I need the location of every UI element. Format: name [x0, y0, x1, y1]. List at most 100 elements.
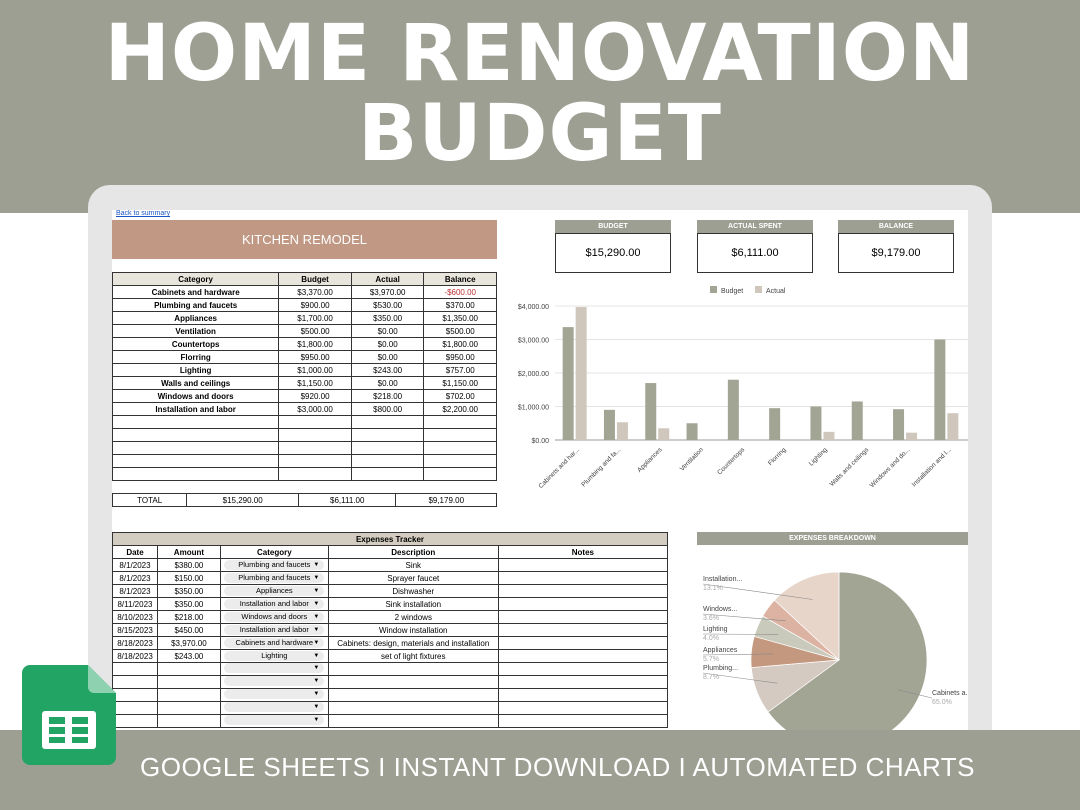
- table-cell[interactable]: [112, 441, 280, 455]
- table-cell[interactable]: Lighting ▼: [219, 649, 329, 663]
- table-cell[interactable]: $950.00: [278, 350, 352, 364]
- table-cell[interactable]: $350.00: [350, 311, 425, 325]
- table-cell[interactable]: $3,970.00: [156, 636, 221, 650]
- table-cell[interactable]: [423, 454, 497, 468]
- table-cell[interactable]: $243.00: [156, 649, 221, 663]
- table-cell[interactable]: $900.00: [278, 298, 352, 312]
- table-cell[interactable]: 8/1/2023: [112, 584, 158, 598]
- table-cell[interactable]: [497, 701, 669, 715]
- table-cell[interactable]: [156, 701, 221, 715]
- table-cell[interactable]: [112, 454, 280, 468]
- category-dropdown[interactable]: Plumbing and faucets ▼: [224, 560, 325, 570]
- table-cell[interactable]: [350, 441, 425, 455]
- table-cell[interactable]: [423, 428, 497, 442]
- table-cell[interactable]: [156, 675, 221, 689]
- table-cell[interactable]: Cabinets and hardware ▼: [219, 636, 329, 650]
- table-cell[interactable]: $218.00: [350, 389, 425, 403]
- table-cell[interactable]: $1,150.00: [423, 376, 497, 390]
- category-dropdown[interactable]: Installation and labor ▼: [224, 625, 325, 635]
- table-cell[interactable]: $3,370.00: [278, 285, 352, 299]
- table-cell[interactable]: [112, 675, 158, 689]
- table-cell[interactable]: ▼: [219, 675, 329, 689]
- table-cell[interactable]: Appliances ▼: [219, 584, 329, 598]
- table-cell[interactable]: [278, 441, 352, 455]
- table-cell[interactable]: ▼: [219, 662, 329, 676]
- table-cell[interactable]: $500.00: [278, 324, 352, 338]
- table-cell[interactable]: [112, 701, 158, 715]
- table-cell[interactable]: $1,800.00: [423, 337, 497, 351]
- table-cell[interactable]: [156, 688, 221, 702]
- table-cell[interactable]: $150.00: [156, 571, 221, 585]
- table-cell[interactable]: -$600.00: [423, 285, 497, 299]
- table-cell[interactable]: 8/18/2023: [112, 649, 158, 663]
- table-cell[interactable]: $3,970.00: [350, 285, 425, 299]
- table-cell[interactable]: Plumbing and faucets ▼: [219, 558, 329, 572]
- table-cell[interactable]: [112, 467, 280, 481]
- table-cell[interactable]: Cabinets and hardware: [112, 285, 280, 299]
- table-cell[interactable]: ▼: [219, 688, 329, 702]
- table-cell[interactable]: [497, 688, 669, 702]
- table-cell[interactable]: [112, 428, 280, 442]
- table-cell[interactable]: $500.00: [423, 324, 497, 338]
- table-cell[interactable]: [112, 714, 158, 728]
- table-cell[interactable]: [497, 584, 669, 598]
- table-cell[interactable]: [497, 610, 669, 624]
- table-cell[interactable]: [497, 623, 669, 637]
- table-cell[interactable]: $243.00: [350, 363, 425, 377]
- table-cell[interactable]: 2 windows: [327, 610, 499, 624]
- table-cell[interactable]: [112, 688, 158, 702]
- table-cell[interactable]: [156, 662, 221, 676]
- category-dropdown[interactable]: ▼: [224, 663, 325, 673]
- table-cell[interactable]: Cabinets: design, materials and installa…: [327, 636, 499, 650]
- table-cell[interactable]: [350, 428, 425, 442]
- table-cell[interactable]: [497, 558, 669, 572]
- table-cell[interactable]: $3,000.00: [278, 402, 352, 416]
- table-cell[interactable]: Sink installation: [327, 597, 499, 611]
- table-cell[interactable]: Installation and labor ▼: [219, 597, 329, 611]
- table-cell[interactable]: Sprayer faucet: [327, 571, 499, 585]
- table-cell[interactable]: $1,800.00: [278, 337, 352, 351]
- category-dropdown[interactable]: Lighting ▼: [224, 651, 325, 661]
- table-cell[interactable]: [327, 714, 499, 728]
- table-cell[interactable]: [350, 454, 425, 468]
- table-cell[interactable]: 8/10/2023: [112, 610, 158, 624]
- category-dropdown[interactable]: ▼: [224, 676, 325, 686]
- category-dropdown[interactable]: ▼: [224, 702, 325, 712]
- table-cell[interactable]: [112, 662, 158, 676]
- table-cell[interactable]: $530.00: [350, 298, 425, 312]
- table-cell[interactable]: Plumbing and faucets: [112, 298, 280, 312]
- table-cell[interactable]: Plumbing and faucets ▼: [219, 571, 329, 585]
- table-cell[interactable]: [423, 415, 497, 429]
- table-cell[interactable]: [497, 636, 669, 650]
- table-cell[interactable]: [278, 415, 352, 429]
- table-cell[interactable]: $757.00: [423, 363, 497, 377]
- table-cell[interactable]: $218.00: [156, 610, 221, 624]
- table-cell[interactable]: $1,700.00: [278, 311, 352, 325]
- table-cell[interactable]: set of light fixtures: [327, 649, 499, 663]
- table-cell[interactable]: Lighting: [112, 363, 280, 377]
- table-cell[interactable]: $370.00: [423, 298, 497, 312]
- table-cell[interactable]: $1,350.00: [423, 311, 497, 325]
- table-cell[interactable]: [278, 428, 352, 442]
- table-cell[interactable]: 8/11/2023: [112, 597, 158, 611]
- table-cell[interactable]: Installation and labor ▼: [219, 623, 329, 637]
- table-cell[interactable]: Installation and labor: [112, 402, 280, 416]
- table-cell[interactable]: $380.00: [156, 558, 221, 572]
- table-cell[interactable]: 8/15/2023: [112, 623, 158, 637]
- table-cell[interactable]: [497, 714, 669, 728]
- table-cell[interactable]: [278, 467, 352, 481]
- table-cell[interactable]: [497, 571, 669, 585]
- table-cell[interactable]: [497, 649, 669, 663]
- table-cell[interactable]: [423, 441, 497, 455]
- table-cell[interactable]: [156, 714, 221, 728]
- table-cell[interactable]: Sink: [327, 558, 499, 572]
- table-cell[interactable]: Window installation: [327, 623, 499, 637]
- table-cell[interactable]: Countertops: [112, 337, 280, 351]
- table-cell[interactable]: $0.00: [350, 376, 425, 390]
- table-cell[interactable]: [327, 688, 499, 702]
- table-cell[interactable]: Ventilation: [112, 324, 280, 338]
- category-dropdown[interactable]: Installation and labor ▼: [224, 599, 325, 609]
- table-cell[interactable]: $1,150.00: [278, 376, 352, 390]
- table-cell[interactable]: Windows and doors ▼: [219, 610, 329, 624]
- table-cell[interactable]: ▼: [219, 701, 329, 715]
